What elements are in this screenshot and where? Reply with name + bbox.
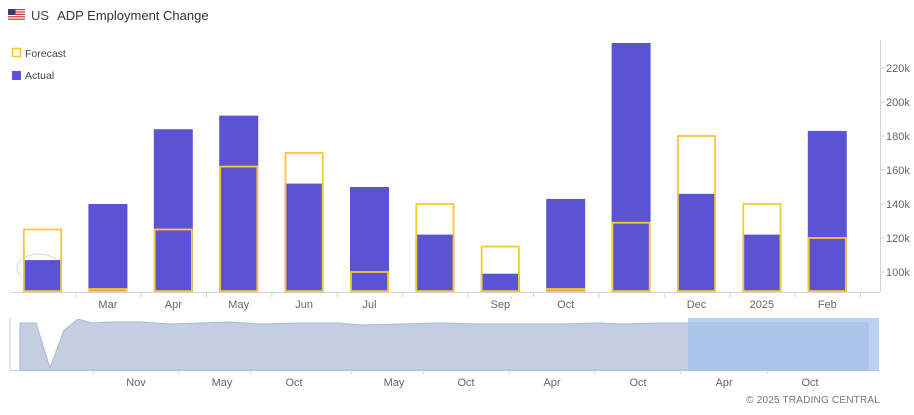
legend-forecast-label: Forecast <box>25 48 66 60</box>
actual-bar[interactable] <box>88 204 128 292</box>
navigator-x-label: Oct <box>801 377 818 389</box>
main-plot <box>10 40 881 293</box>
y-tick-label: 160k <box>886 165 910 177</box>
actual-bar[interactable] <box>350 187 389 292</box>
actual-bar[interactable] <box>546 198 586 292</box>
x-tick-label: Dec <box>687 299 707 311</box>
navigator-x-label: May <box>384 377 405 389</box>
actual-bar[interactable] <box>611 43 651 292</box>
us-flag-icon <box>8 9 25 21</box>
navigator-x-label: Nov <box>126 377 146 389</box>
x-axis: Mar Apr May Jun Jul Sep Oct Dec 2025 Feb <box>75 292 861 311</box>
forecast-bar[interactable] <box>807 237 847 292</box>
x-tick-label: Apr <box>165 299 182 311</box>
x-tick-label: Mar <box>98 299 117 311</box>
navigator[interactable]: Nov May Oct May Oct Apr Oct Apr Oct <box>9 318 880 389</box>
actual-bar[interactable] <box>480 273 520 292</box>
navigator-selection-range[interactable] <box>688 318 879 371</box>
actual-bar[interactable] <box>219 115 259 292</box>
country-label: US <box>31 7 50 23</box>
forecast-bar[interactable] <box>22 228 63 292</box>
x-tick-label: May <box>228 299 249 311</box>
x-tick-label: Jun <box>295 299 313 311</box>
navigator-x-label: Apr <box>715 377 732 389</box>
x-tick-label: Feb <box>818 299 837 311</box>
forecast-bar[interactable] <box>742 203 782 292</box>
forecast-bar[interactable] <box>611 221 651 292</box>
x-tick-label: Sep <box>491 299 511 311</box>
actual-series <box>22 43 847 293</box>
forecast-bar[interactable] <box>88 288 128 292</box>
y-tick-label: 180k <box>886 131 910 143</box>
chart-title: ADP Employment Change <box>57 7 209 23</box>
y-tick-label: 120k <box>886 233 910 245</box>
navigator-x-label: Apr <box>543 377 560 389</box>
x-tick-label: Jul <box>362 299 376 311</box>
forecast-bar[interactable] <box>349 271 389 293</box>
x-tick-label: Oct <box>557 299 574 311</box>
forecast-bar[interactable] <box>415 203 455 292</box>
navigator-x-label: May <box>212 377 233 389</box>
legend-actual-swatch <box>12 71 21 80</box>
actual-bar[interactable] <box>23 260 62 292</box>
forecast-bar[interactable] <box>546 288 586 292</box>
forecast-bar[interactable] <box>284 152 324 293</box>
actual-bar[interactable] <box>153 129 193 292</box>
legend-actual-label: Actual <box>25 70 54 82</box>
y-tick-label: 140k <box>886 199 910 211</box>
actual-bar[interactable] <box>677 193 716 292</box>
chart-header: US ADP Employment Change <box>8 4 209 26</box>
navigator-x-label: Oct <box>285 377 302 389</box>
navigator-x-label: Oct <box>629 377 646 389</box>
y-tick-label: 220k <box>886 63 910 75</box>
forecast-bar[interactable] <box>219 165 259 293</box>
forecast-bar[interactable] <box>153 228 193 292</box>
x-tick-label: 2025 <box>750 299 774 311</box>
y-axis: 100k 120k 140k 160k 180k 200k 220k <box>880 63 910 279</box>
copyright-text: © 2025 TRADING CENTRAL <box>746 395 880 406</box>
actual-bar[interactable] <box>807 130 847 292</box>
actual-bar[interactable] <box>415 234 455 292</box>
legend-forecast-swatch <box>11 47 22 58</box>
navigator-x-label: Oct <box>457 377 474 389</box>
forecast-bar[interactable] <box>677 135 717 293</box>
legend: Forecast Actual <box>11 47 66 82</box>
actual-bar[interactable] <box>284 183 324 292</box>
y-tick-label: 100k <box>886 267 910 279</box>
actual-bar[interactable] <box>742 234 782 292</box>
y-tick-label: 200k <box>886 97 910 109</box>
forecast-bar[interactable] <box>480 245 520 292</box>
